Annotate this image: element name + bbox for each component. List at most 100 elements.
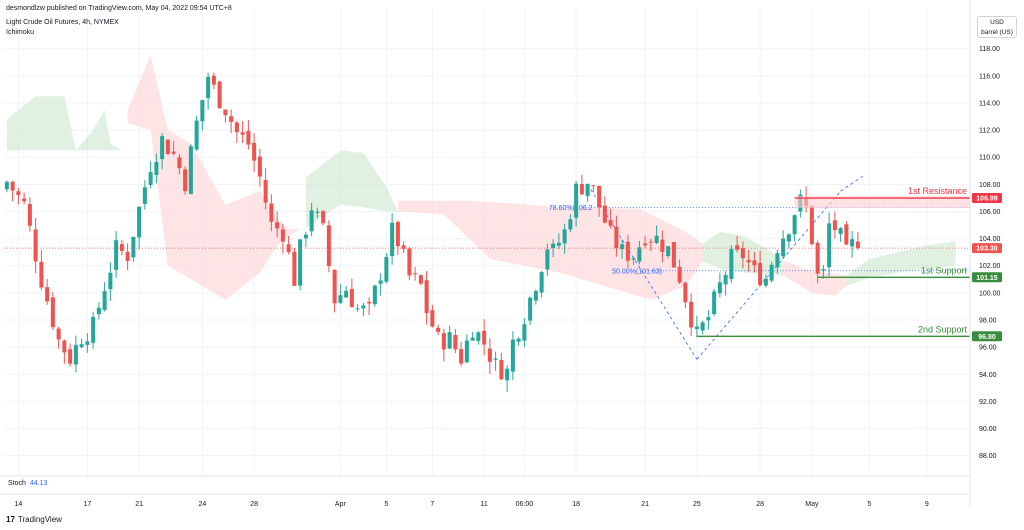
candle-bull [447, 332, 452, 349]
candle-bull [355, 308, 360, 310]
candle-bear [579, 184, 584, 195]
candle-bear [240, 132, 245, 135]
candle-bull [464, 340, 469, 363]
candle-bull [361, 305, 366, 309]
y-tick-label: 110.00 [979, 155, 1000, 162]
candle-bear [683, 282, 688, 303]
candle-bear [229, 116, 234, 122]
candle-bear [211, 75, 216, 85]
candle-bull [510, 339, 515, 372]
candle-bear [614, 226, 619, 249]
fib-trend-line [840, 175, 863, 192]
candle-bear [45, 287, 50, 302]
candle-bull [562, 229, 567, 244]
candle-bull [298, 239, 303, 286]
candle-bear [424, 280, 429, 314]
candle-bull [200, 100, 205, 122]
x-tick-label: 28 [756, 501, 764, 508]
tradingview-footer[interactable]: 17 TradingView [6, 515, 62, 524]
stoch-value: 44.13 [29, 480, 48, 487]
candle-bear [740, 248, 745, 259]
candle-bull [568, 219, 573, 230]
x-tick-label: 28 [250, 501, 258, 508]
candle-bear [280, 229, 285, 242]
candle-bull [792, 215, 797, 235]
x-tick-label: 5 [384, 501, 388, 508]
candle-bear [33, 229, 38, 262]
stoch-name: Stoch [8, 480, 26, 487]
candle-bull [160, 136, 165, 160]
candle-bear [22, 198, 27, 202]
candle-bear [608, 220, 613, 226]
candle-bull [206, 76, 211, 99]
level-price-text: 96.80 [978, 334, 996, 341]
x-tick-label: 24 [198, 501, 206, 508]
candle-bull [769, 264, 774, 281]
last-price-text: 103.30 [976, 246, 998, 253]
candle-bear [643, 243, 648, 246]
candle-bull [585, 183, 590, 197]
candle-bull [194, 120, 199, 150]
candle-bull [315, 211, 320, 213]
currency-unit-selector[interactable]: USD barrel (US) [977, 16, 1017, 38]
candle-bear [735, 245, 740, 250]
symbol-title: Light Crude Oil Futures, 4h, NYMEX [6, 19, 119, 26]
candle-bull [384, 257, 389, 282]
candle-bull [309, 210, 314, 232]
candle-bear [832, 220, 837, 231]
candle-bear [809, 206, 814, 245]
y-tick-label: 112.00 [979, 128, 1000, 135]
candle-bear [177, 157, 182, 169]
cloud-red [397, 200, 703, 300]
x-tick-label: 7 [430, 501, 434, 508]
candle-bull [729, 249, 734, 280]
candle-bear [56, 328, 61, 340]
y-tick-label: 116.00 [979, 73, 1000, 80]
unit-label: barrel (US) [981, 29, 1013, 36]
candle-bull [574, 183, 579, 218]
candle-bear [453, 334, 458, 350]
y-tick-label: 90.00 [979, 426, 997, 433]
level-price-text: 101.15 [976, 275, 998, 282]
candle-bear [459, 349, 464, 364]
level-price-tag [972, 272, 1002, 283]
x-tick-label: 17 [83, 501, 91, 508]
candle-bear [660, 239, 665, 252]
candle-bear [758, 262, 763, 286]
y-tick-label: 108.00 [979, 182, 1001, 189]
candle-bear [119, 244, 124, 251]
candle-bull [344, 290, 349, 298]
candle-bull [137, 206, 142, 238]
candle-bull [786, 234, 791, 242]
candle-bull [533, 291, 538, 301]
candle-bull [631, 258, 636, 260]
candlesticks [4, 72, 860, 392]
support-resistance-levels: 1st Resistance 106.99 1st Support 101.15 2nd… [4, 186, 1002, 342]
candle-bear [62, 340, 67, 353]
cloud-green [846, 241, 956, 287]
candle-bear [217, 81, 222, 109]
candle-bull [114, 240, 119, 270]
y-tick-label: 106.00 [979, 209, 1001, 216]
candle-bear [223, 109, 228, 116]
level-name: 2nd Support [918, 324, 968, 334]
last-price-tag [972, 243, 1002, 254]
fib-trend-line [587, 184, 698, 360]
candle-bull [378, 280, 383, 284]
candle-bear [677, 266, 682, 283]
candle-bear [499, 360, 504, 380]
candle-bear [321, 211, 326, 224]
candle-bull [545, 249, 550, 270]
candle-bull [131, 236, 136, 258]
candle-bull [717, 282, 722, 294]
candle-bear [591, 185, 596, 187]
x-tick-label: 21 [135, 501, 143, 508]
axes: 88.00 90.00 92.00 94.00 96.00 98.00 100.00 102.… [0, 0, 1001, 508]
y-tick-label: 114.00 [979, 100, 1000, 107]
stoch-indicator-label: Stoch 44.13 [8, 480, 47, 487]
candle-bull [850, 239, 855, 247]
fib-level-label: 50.00%(101.63) [612, 268, 662, 275]
candle-bear [430, 310, 435, 327]
candle-bear [50, 297, 55, 328]
